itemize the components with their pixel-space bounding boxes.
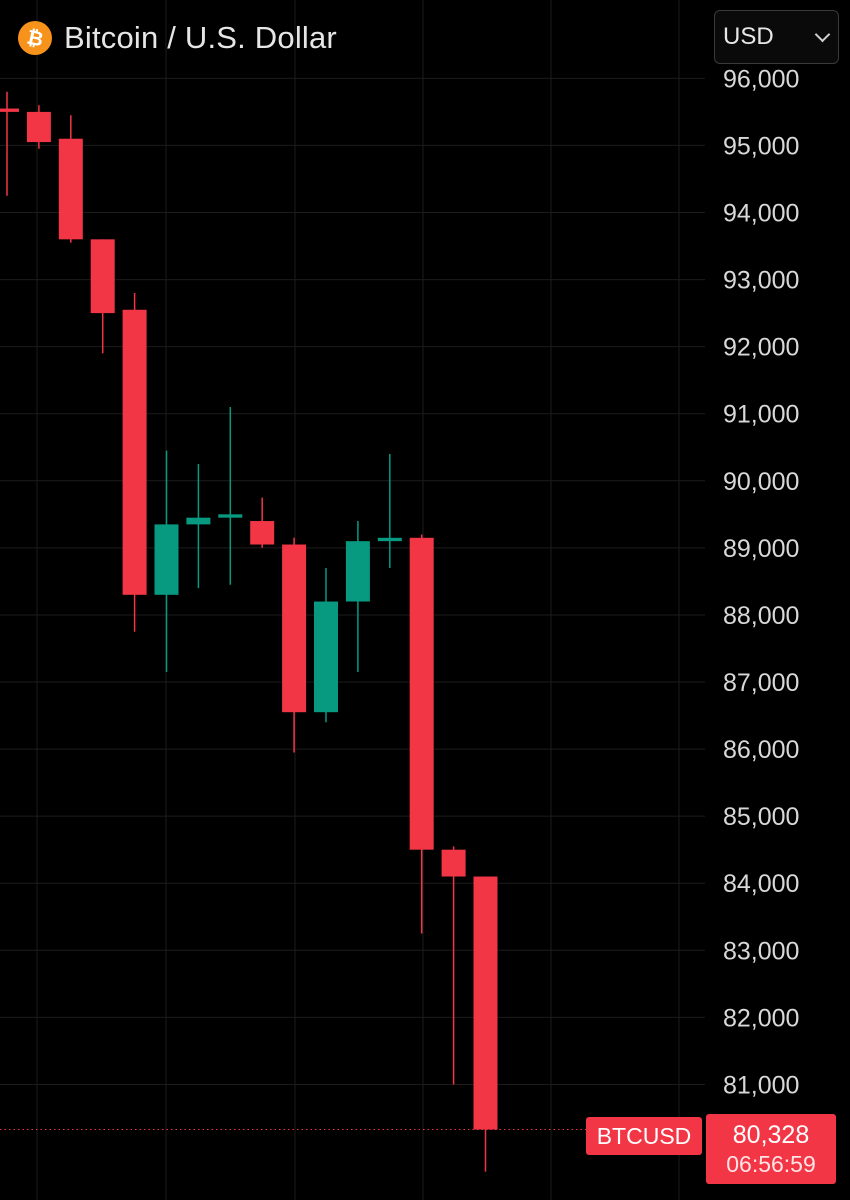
currency-selected-value: USD xyxy=(723,23,774,50)
candle xyxy=(58,115,83,243)
candles xyxy=(0,91,498,1172)
candle xyxy=(154,450,179,672)
y-tick-label: 95,000 xyxy=(723,132,799,160)
candle-body xyxy=(90,239,115,314)
candle-body xyxy=(218,514,243,518)
candle-body xyxy=(473,876,498,1130)
candle xyxy=(90,239,115,354)
bitcoin-logo-glyph: ₿ xyxy=(24,24,46,52)
last-price-badge: 80,328 06:56:59 xyxy=(706,1114,836,1184)
symbol-badge: BTCUSD xyxy=(586,1117,702,1155)
y-tick-label: 85,000 xyxy=(723,803,799,831)
chevron-down-icon xyxy=(814,26,831,42)
candle xyxy=(282,537,307,753)
candle-body xyxy=(282,544,307,713)
y-tick-label: 88,000 xyxy=(723,602,799,630)
candle xyxy=(250,497,275,548)
y-tick-label: 93,000 xyxy=(723,267,799,295)
candle-body xyxy=(377,537,402,542)
candle xyxy=(409,534,434,934)
chart-title: Bitcoin / U.S. Dollar xyxy=(64,20,337,55)
y-tick-label: 84,000 xyxy=(723,870,799,898)
last-price: 80,328 xyxy=(732,1121,810,1149)
candle xyxy=(377,453,402,568)
candle xyxy=(186,464,211,589)
candle xyxy=(122,292,147,632)
candle-body xyxy=(250,521,275,545)
price-axis: 81,000 82,000 83,000 84,000 85,000 86,000 87,0… xyxy=(723,65,799,1099)
candle xyxy=(473,876,498,1172)
chart-header: ₿ Bitcoin / U.S. Dollar xyxy=(18,18,337,58)
candle xyxy=(218,407,243,585)
candle xyxy=(314,567,338,723)
candle-body xyxy=(122,309,147,595)
candle xyxy=(26,105,51,149)
y-tick-label: 96,000 xyxy=(723,65,799,93)
y-tick-label: 94,000 xyxy=(723,200,799,228)
y-tick-label: 91,000 xyxy=(723,401,799,429)
candle xyxy=(345,521,370,672)
y-tick-label: 89,000 xyxy=(723,535,799,563)
candle-body xyxy=(186,517,211,525)
y-tick-label: 83,000 xyxy=(723,937,799,965)
candle-countdown: 06:56:59 xyxy=(726,1151,816,1177)
candle-body xyxy=(0,108,19,112)
candle-body xyxy=(26,111,51,143)
candle-body xyxy=(58,138,83,240)
candle-body xyxy=(441,849,466,877)
y-tick-label: 82,000 xyxy=(723,1004,799,1032)
candle-body xyxy=(409,537,434,850)
candle-body xyxy=(154,524,179,595)
y-tick-label: 81,000 xyxy=(723,1071,799,1099)
candle-body xyxy=(345,541,370,602)
currency-dropdown[interactable]: USD xyxy=(714,10,839,64)
y-tick-label: 92,000 xyxy=(723,334,799,362)
candle xyxy=(0,91,19,196)
bitcoin-icon: ₿ xyxy=(18,21,52,55)
y-tick-label: 87,000 xyxy=(723,669,799,697)
y-tick-label: 86,000 xyxy=(723,736,799,764)
candle xyxy=(441,846,466,1085)
y-tick-label: 90,000 xyxy=(723,468,799,496)
candle-body xyxy=(314,601,338,713)
